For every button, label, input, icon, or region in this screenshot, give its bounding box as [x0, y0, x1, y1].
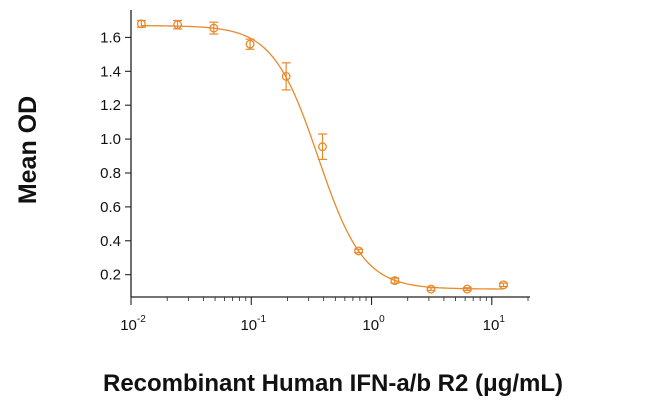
data-point [245, 38, 255, 50]
data-point [317, 133, 327, 161]
y-tick-label: 0.2 [100, 267, 121, 284]
data-point [209, 21, 219, 35]
plot-area [136, 19, 508, 294]
point-marker [136, 19, 146, 29]
point-marker [390, 276, 400, 286]
point-marker [354, 246, 364, 256]
point-marker [462, 284, 472, 294]
point-marker [245, 39, 255, 49]
data-point [498, 280, 508, 290]
point-marker [209, 23, 219, 33]
point-marker [173, 20, 183, 30]
data-point [136, 19, 146, 29]
x-tick-label: 10-1 [240, 314, 266, 334]
point-marker [318, 142, 327, 152]
data-point [462, 284, 472, 294]
y-ticks: 0.2 0.4 0.6 0.8 1.0 1.2 1.4 1.6 [100, 29, 131, 284]
x-ticks: 10-2 10-1 100 101 [120, 297, 529, 334]
point-marker [499, 280, 508, 290]
x-tick-label: 10-2 [120, 314, 146, 334]
point-marker [426, 284, 436, 294]
data-point [173, 19, 183, 30]
y-tick-label: 1.0 [100, 131, 121, 148]
y-tick-label: 0.8 [100, 165, 121, 182]
data-point [354, 246, 364, 256]
axes [130, 10, 530, 298]
x-tick-label: 101 [483, 314, 506, 334]
point-marker [281, 71, 291, 81]
data-point [426, 284, 436, 294]
y-tick-label: 1.6 [100, 29, 121, 46]
fit-curve [141, 25, 504, 290]
y-tick-label: 0.6 [100, 199, 121, 216]
y-tick-label: 1.2 [100, 97, 121, 114]
data-points [136, 19, 508, 294]
x-tick-label: 100 [362, 314, 385, 334]
data-point [281, 62, 291, 91]
y-tick-label: 1.4 [100, 63, 121, 80]
x-axis-title: Recombinant Human IFN-a/b R2 (μg/mL) [103, 370, 563, 397]
data-point [390, 276, 400, 286]
y-axis-title: Mean OD [14, 96, 42, 204]
y-tick-label: 0.4 [100, 233, 121, 250]
